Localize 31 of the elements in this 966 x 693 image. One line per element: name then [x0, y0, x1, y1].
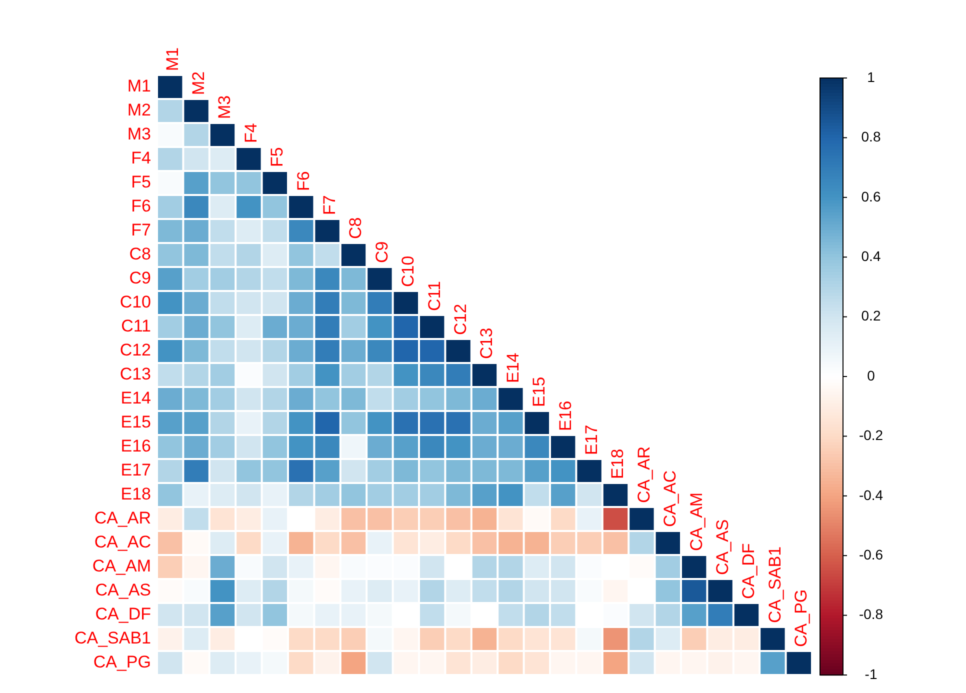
color-bar-label: 1	[867, 68, 876, 85]
y-tick-label: F4	[131, 148, 151, 168]
y-tick-label: M3	[127, 124, 151, 144]
y-tick-label: C9	[129, 268, 151, 288]
y-tick-label: F6	[131, 196, 151, 216]
x-tick-label: CA_AR	[634, 446, 654, 503]
x-tick-label: CA_SAB1	[765, 546, 784, 623]
y-tick-label: CA_SAB1	[74, 628, 151, 648]
x-tick-label: CA_AS	[712, 519, 732, 575]
x-tick-label: CA_AM	[686, 492, 706, 551]
y-tick-label: E15	[120, 412, 151, 432]
color-bar-label: 0	[867, 367, 876, 384]
color-bar-label: 0.2	[861, 308, 881, 324]
color-bar-label: 0.8	[861, 128, 881, 145]
color-bar-label: -0.8	[858, 606, 884, 622]
color-bar-label: 0.4	[861, 248, 881, 264]
y-tick-label: C12	[120, 340, 151, 360]
y-tick-label: CA_PG	[93, 652, 151, 672]
x-tick-label: CA_AC	[660, 470, 680, 527]
color-bar-label: -0.4	[858, 486, 884, 503]
color-bar-label: -0.2	[858, 427, 884, 444]
y-tick-label: M2	[127, 100, 151, 120]
y-tick-label: M1	[127, 76, 151, 96]
color-bar-label: -1	[864, 666, 878, 682]
y-tick-label: F5	[131, 172, 151, 192]
y-tick-label: E14	[120, 388, 151, 408]
x-tick-label: CA_DF	[739, 543, 758, 599]
y-tick-label: F7	[131, 220, 151, 240]
color-bar-label: 0.6	[861, 188, 881, 204]
y-tick-label: C13	[120, 364, 151, 384]
color-bar-label: -0.6	[858, 546, 884, 562]
